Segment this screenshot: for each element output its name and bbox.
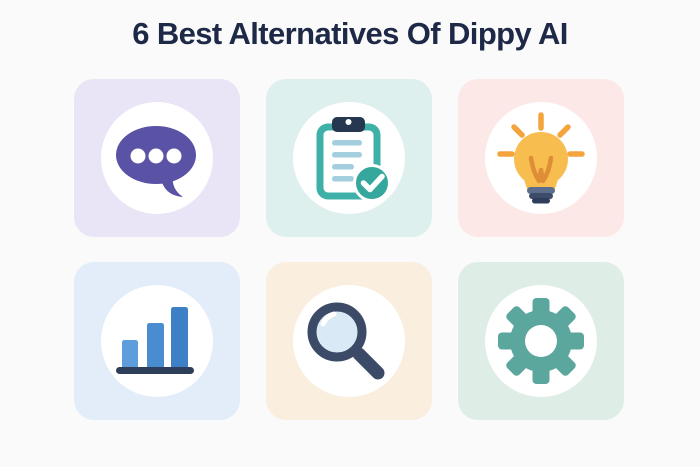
page-title: 6 Best Alternatives Of Dippy AI	[132, 16, 568, 51]
icon-circle	[101, 285, 213, 397]
clipboard-check-icon	[316, 117, 391, 202]
icon-circle	[293, 102, 405, 214]
card-idea	[458, 79, 624, 237]
card-checklist	[266, 79, 432, 237]
gear-icon	[498, 298, 584, 384]
card-chat	[74, 79, 240, 237]
icon-circle	[101, 102, 213, 214]
card-settings	[458, 262, 624, 420]
magnifier-icon	[307, 302, 385, 380]
lightbulb-icon	[497, 112, 585, 204]
icon-card-grid	[74, 79, 624, 420]
bar-chart-icon	[116, 307, 194, 374]
speech-bubble-icon	[116, 126, 196, 197]
icon-circle	[485, 285, 597, 397]
card-analytics	[74, 262, 240, 420]
icon-circle	[293, 285, 405, 397]
icon-circle	[485, 102, 597, 214]
card-search	[266, 262, 432, 420]
